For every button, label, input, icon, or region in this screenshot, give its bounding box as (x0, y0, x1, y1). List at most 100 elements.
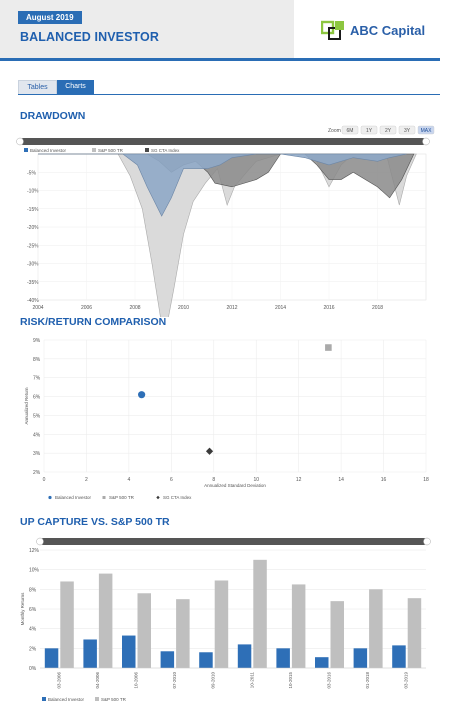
navigator-left-handle[interactable] (16, 137, 24, 146)
scatter-x-axis-label: Annualized Standard Deviation (204, 483, 266, 488)
bar-balanced-investor[interactable] (83, 639, 97, 668)
scatter-y-tick-label: 8% (33, 357, 41, 363)
scatter-x-tick-label: 4 (127, 477, 130, 483)
drawdown-y-tick-label: -10% (27, 189, 39, 195)
drawdown-x-tick-label: 2008 (129, 305, 140, 311)
bar-category-label: 10-2006 (134, 672, 139, 689)
drawdown-x-tick-label: 2006 (81, 305, 92, 311)
scatter-x-tick-label: 0 (43, 477, 46, 483)
zoom-button-1y[interactable] (360, 125, 378, 135)
logo-text: ABC Capital (350, 23, 426, 38)
drawdown-legend-swatch (92, 148, 96, 152)
drawdown-legend-label: Balanced Investor (30, 148, 67, 153)
up-capture-navigator-bar[interactable] (40, 538, 427, 545)
point-sp500-tr[interactable] (325, 344, 332, 351)
date-badge: August 2019 (18, 11, 82, 24)
tab-charts[interactable]: Charts (57, 80, 94, 94)
scatter-x-tick-label: 6 (170, 477, 173, 483)
bar-balanced-investor[interactable] (276, 648, 290, 668)
zoom-button-label: 1Y (366, 128, 373, 134)
bar-sp500-tr[interactable] (253, 559, 267, 668)
bar-sp500-tr[interactable] (176, 599, 190, 668)
scatter-x-tick-label: 2 (85, 477, 88, 483)
bar-legend-swatch (95, 697, 99, 701)
logo-squares-icon (320, 20, 344, 40)
scatter-legend: Balanced Investor S&P 500 TR SG CTA Index (48, 495, 192, 500)
bar-category-label: 07-2010 (172, 672, 177, 689)
zoom-button-6m[interactable] (341, 125, 359, 135)
bar-balanced-investor[interactable] (122, 635, 136, 668)
tab-tables[interactable]: Tables (18, 80, 57, 95)
bar-category-label: 10-2015 (288, 672, 293, 689)
bar-balanced-investor[interactable] (353, 648, 368, 668)
bar-y-tick-label: 10% (29, 568, 40, 574)
header-panel (0, 0, 294, 58)
bar-sp500-tr[interactable] (407, 598, 422, 668)
bar-balanced-investor[interactable] (160, 651, 175, 668)
drawdown-area-balanced-investor (38, 153, 407, 217)
bar-y-tick-label: 2% (29, 646, 37, 652)
bar-category-label: 03-2016 (327, 672, 332, 689)
scatter-y-tick-label: 6% (33, 395, 41, 401)
up-capture-navigator-left-handle[interactable] (36, 537, 44, 546)
scatter-legend-label: S&P 500 TR (109, 495, 135, 500)
zoom-button-label: 6M (347, 128, 354, 134)
bar-balanced-investor[interactable] (315, 657, 329, 668)
zoom-button-3y[interactable] (398, 125, 416, 135)
bar-category-label: 04-2006 (95, 672, 100, 689)
zoom-controls: Zoom 6M 1Y 2Y 3Y MAX (328, 125, 435, 135)
scatter-x-tick-label: 10 (253, 477, 259, 483)
bar-legend-label: Balanced Investor (48, 697, 85, 702)
bar-balanced-investor[interactable] (392, 645, 406, 668)
bar-balanced-investor[interactable] (44, 648, 59, 668)
drawdown-x-tick-label: 2014 (275, 305, 286, 311)
tabs-rule (18, 94, 440, 95)
drawdown-legend-label: SG CTA Index (151, 148, 180, 153)
scatter-x-tick-label: 12 (296, 477, 302, 483)
bar-balanced-investor[interactable] (237, 644, 252, 668)
drawdown-legend-swatch (145, 148, 149, 152)
point-sg-cta-index[interactable] (205, 447, 214, 455)
drawdown-y-tick-label: -5% (27, 170, 36, 176)
drawdown-y-tick-label: -40% (27, 298, 39, 304)
bar-sp500-tr[interactable] (369, 589, 383, 668)
bar-category-label: 03-2019 (404, 672, 409, 689)
drawdown-chart: Zoom 6M 1Y 2Y 3Y MAX Balanced Investor S&P 50… (16, 125, 435, 317)
scatter-x-tick-label: 18 (423, 477, 429, 483)
up-capture-navigator-right-handle[interactable] (423, 537, 431, 546)
zoom-button-2y[interactable] (379, 125, 397, 135)
bar-balanced-investor[interactable] (199, 652, 213, 668)
bar-category-label: 03-2006 (56, 672, 61, 689)
scatter-y-axis-label: Annualized Return (24, 387, 29, 425)
bar-sp500-tr[interactable] (291, 584, 306, 668)
bar-category-label: 01-2018 (365, 672, 370, 689)
risk-return-title: RISK/RETURN COMPARISON (20, 316, 167, 328)
drawdown-legend-label: S&P 500 TR (98, 148, 124, 153)
point-balanced-investor[interactable] (138, 391, 146, 399)
zoom-label: Zoom (328, 128, 341, 134)
bar-sp500-tr[interactable] (137, 593, 152, 668)
bar-legend-label: S&P 500 TR (101, 697, 127, 702)
scatter-x-tick-label: 16 (381, 477, 387, 483)
scatter-y-tick-label: 7% (33, 376, 41, 382)
bar-sp500-tr[interactable] (330, 601, 345, 668)
navigator-right-handle[interactable] (422, 137, 430, 146)
bar-y-tick-label: 6% (29, 607, 37, 613)
bar-sp500-tr[interactable] (214, 580, 229, 668)
drawdown-legend-swatch (24, 148, 28, 152)
bar-y-tick-label: 12% (29, 548, 40, 554)
company-logo: ABC Capital (320, 20, 441, 44)
drawdown-y-tick-label: -20% (27, 225, 39, 231)
scatter-x-tick-label: 8 (212, 477, 215, 483)
zoom-button-max[interactable] (417, 125, 435, 135)
scatter-legend-label: Balanced Investor (55, 495, 92, 500)
drawdown-y-tick-label: -25% (27, 243, 39, 249)
up-capture-title: UP CAPTURE VS. S&P 500 TR (20, 516, 170, 528)
drawdown-x-tick-label: 2016 (323, 305, 334, 311)
bar-sp500-tr[interactable] (60, 581, 74, 668)
navigator-bar[interactable] (20, 138, 426, 145)
scatter-y-tick-label: 9% (33, 338, 41, 344)
drawdown-x-tick-label: 2010 (178, 305, 189, 311)
scatter-legend-label: SG CTA Index (163, 495, 192, 500)
bar-sp500-tr[interactable] (98, 573, 113, 668)
